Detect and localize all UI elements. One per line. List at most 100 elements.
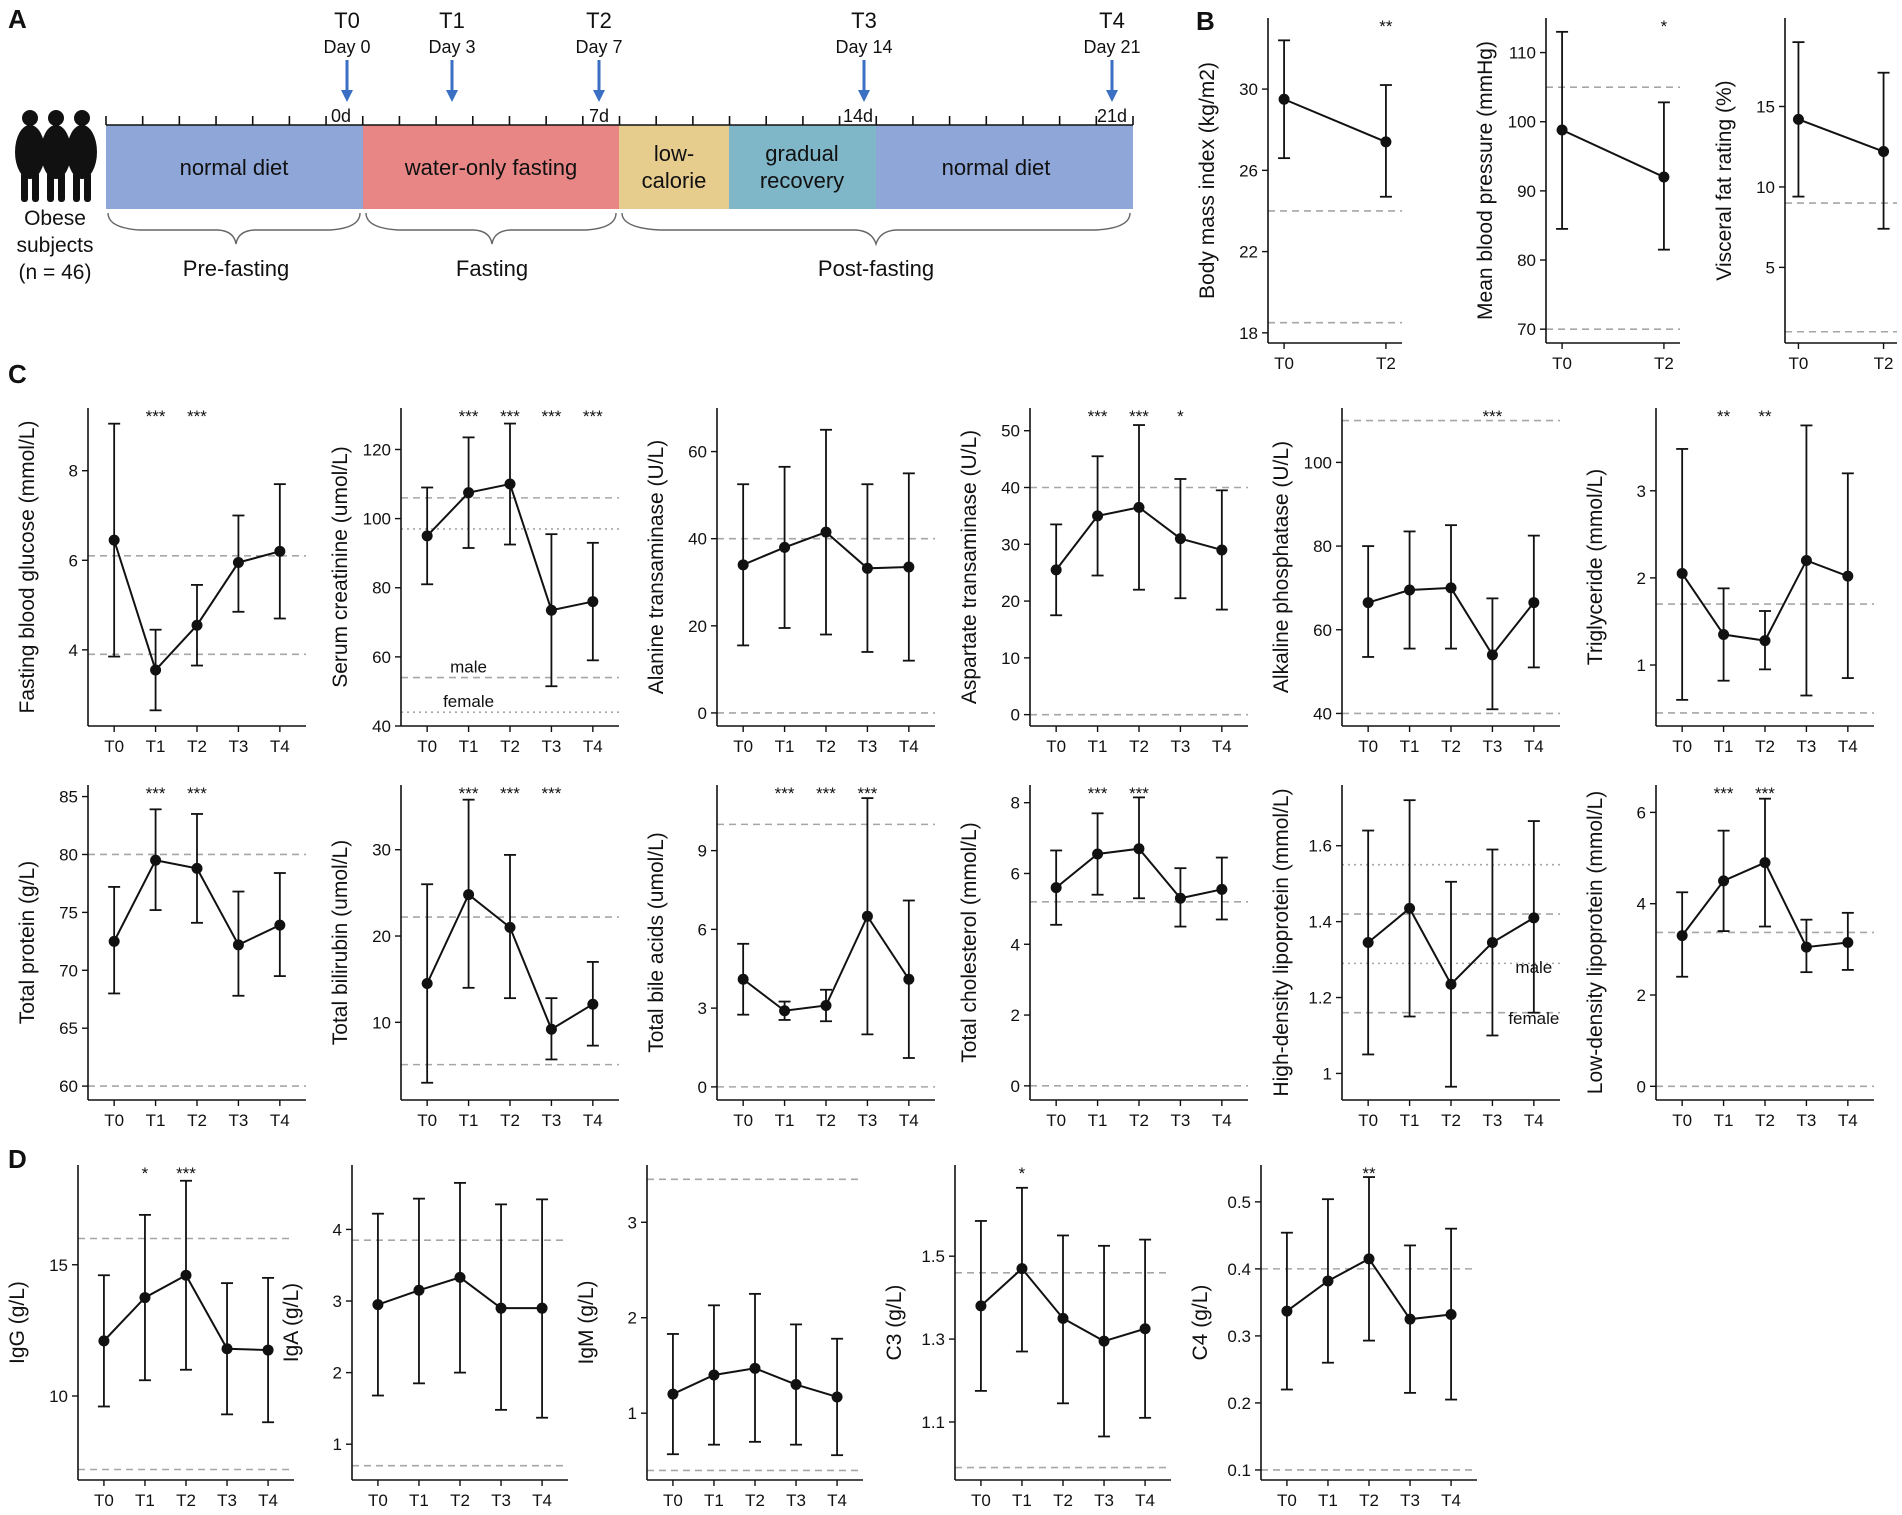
significance-marker: *** [1482,407,1502,426]
x-tick-label: T3 [1170,737,1190,756]
data-point [1842,937,1854,948]
x-tick-label: T4 [1524,737,1544,756]
arrow-head-icon [446,90,458,102]
x-tick-label: T3 [1796,737,1816,756]
x-tick-label: T0 [104,737,124,756]
data-point [463,487,475,499]
data-point [1278,93,1290,105]
x-tick-label: T4 [1838,737,1858,756]
data-point [790,1379,802,1391]
x-tick-label: T0 [1046,737,1066,756]
data-point [1658,171,1670,183]
y-tick-label: 80 [59,845,78,864]
x-tick-label: T0 [104,1111,124,1130]
y-tick-label: 15 [49,1256,68,1275]
significance-marker: * [142,1164,149,1183]
y-tick-label: 0.5 [1227,1193,1251,1212]
data-point [708,1369,720,1381]
data-point [1380,136,1392,148]
significance-marker: * [1177,407,1184,426]
y-tick-label: 40 [1313,704,1332,723]
data-point [1528,597,1540,609]
significance-marker: *** [583,407,603,426]
x-tick-label: T2 [1874,354,1894,373]
x-tick-label: T4 [1135,1491,1155,1510]
y-tick-label: 8 [69,462,78,481]
y-tick-label: 6 [698,920,707,939]
data-point [1322,1275,1334,1287]
data-point [1050,882,1062,894]
x-tick-label: T2 [187,737,207,756]
x-tick-label: T1 [135,1491,155,1510]
day-axis [105,116,1134,126]
x-tick-label: T0 [971,1491,991,1510]
x-tick-label: T2 [1654,354,1674,373]
data-point [232,557,244,569]
brace-post-fasting [621,212,1131,247]
subplot-tp: 60 65 70 75 80 85 T0 T1 T2 T3 T4 Total protein (g/L… [16,784,306,1130]
data-point [1139,1323,1151,1335]
significance-marker: *** [459,784,479,803]
data-point [545,604,557,616]
y-tick-label: 70 [59,961,78,980]
subplot-tg: 1 2 3 T0 T1 T2 T3 T4 Triglyceride (mmol/L) ** ** [1584,407,1874,756]
phase-label-recovery-2: recovery [760,168,844,193]
data-point [536,1302,548,1314]
significance-marker: *** [1755,784,1775,803]
y-tick-label: 65 [59,1019,78,1038]
timepoint-day-t1: Day 3 [428,37,475,57]
data-point [274,919,286,931]
x-tick-label: T2 [816,737,836,756]
y-tick-label: 40 [372,717,391,736]
y-tick-label: 85 [59,788,78,807]
data-point [1363,1253,1375,1265]
data-point [903,973,915,985]
x-tick-label: T4 [270,737,290,756]
y-tick-label: 0 [1637,1077,1646,1096]
data-point [820,1000,832,1011]
y-tick-label: 100 [1304,453,1332,472]
significance-marker: *** [1088,784,1108,803]
data-point [1445,1308,1457,1320]
significance-marker: *** [459,407,479,426]
y-tick-label: 20 [372,927,391,946]
data-point [1092,510,1104,522]
y-axis-label: Fasting blood glucose (mmol/L) [16,421,39,714]
data-point [975,1300,987,1312]
data-point [861,910,873,922]
x-tick-label: T3 [541,1111,561,1130]
obese-subjects-icon [15,110,97,202]
data-point [180,1269,192,1281]
timepoint-label-t3: T3 [851,8,877,33]
x-tick-label: T3 [541,737,561,756]
data-point [1842,570,1854,582]
y-tick-label: 2 [1637,986,1646,1005]
significance-marker: * [1661,17,1668,36]
y-tick-label: 18 [1239,324,1258,343]
arrow-head-icon [858,90,870,102]
data-point [463,889,475,901]
subplot-tba: 0 3 6 9 T0 T1 T2 T3 T4 Total bile acids (umol/L) *… [645,784,935,1130]
y-tick-label: 2 [1637,569,1646,588]
data-point [262,1344,274,1356]
phase-label-normal-diet-pre: normal diet [180,155,289,180]
period-label-post-fasting: Post-fasting [818,256,934,281]
subplot-alt: 0 20 40 60 T0 T1 T2 T3 T4 Alanine transaminase (U… [645,408,935,756]
x-tick-label: T1 [1012,1491,1032,1510]
data-point [1362,937,1374,948]
data-point [1216,883,1228,895]
y-axis-label: Total cholesterol (mmol/L) [958,822,981,1062]
x-tick-label: T3 [786,1491,806,1510]
data-point [504,921,516,933]
y-axis-label: Visceral fat rating (%) [1713,80,1736,280]
phase-label-normal-diet-post: normal diet [942,155,1051,180]
y-tick-label: 6 [69,551,78,570]
x-tick-label: T0 [663,1491,683,1510]
y-tick-label: 80 [1313,537,1332,556]
y-tick-label: 3 [333,1292,342,1311]
x-tick-label: T0 [417,1111,437,1130]
x-tick-label: T4 [1212,737,1232,756]
significance-marker: *** [146,407,166,426]
subplot-crea: 40 60 80 100 120 T0 T1 T2 T3 T4 Serum creatinine (… [329,407,619,756]
